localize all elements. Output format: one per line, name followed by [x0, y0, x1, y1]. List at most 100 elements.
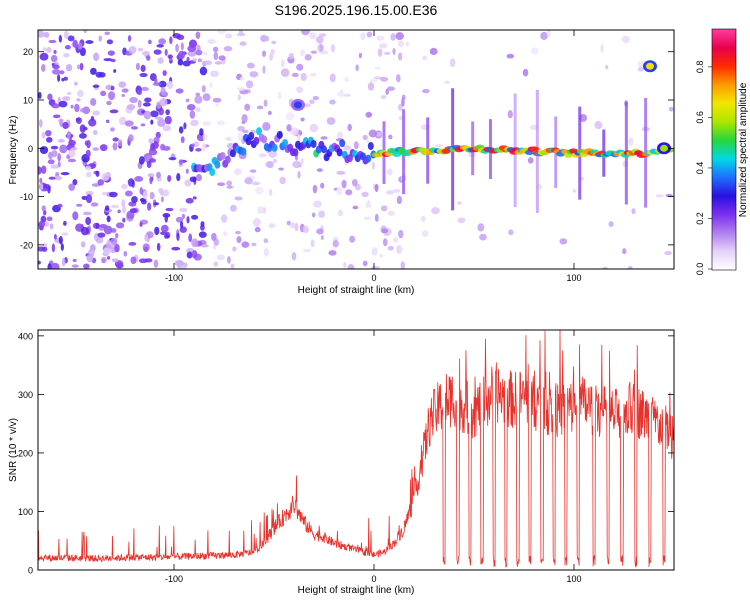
spectrogram-cell	[289, 222, 297, 229]
spectrogram-cell	[175, 43, 179, 53]
spectrogram-cell	[67, 158, 77, 163]
spectrogram-cell	[148, 39, 152, 45]
spectrogram-cell	[304, 53, 312, 61]
spectrogram-cell	[296, 63, 304, 71]
spectrogram-cell	[85, 194, 93, 204]
spectrogram-cell	[668, 106, 674, 112]
spectrogram-cell	[164, 115, 172, 125]
spectrogram-cell	[168, 157, 177, 161]
spectrogram-cell	[86, 253, 94, 263]
spectrogram-cell	[186, 251, 193, 259]
spectrogram-cell	[88, 118, 97, 127]
spectrogram-cell	[175, 88, 184, 94]
spectrogram-cell	[226, 185, 234, 189]
spectrogram-cell	[83, 263, 90, 269]
spectrogram-cell	[92, 130, 98, 135]
spectrogram-cell	[62, 96, 71, 101]
spectrogram-cell	[163, 234, 170, 239]
spectrogram-cell	[147, 202, 152, 211]
spectrogram-cell	[95, 222, 100, 230]
spectrogram-cell	[83, 30, 87, 34]
spectrogram-cell	[177, 59, 184, 66]
spectrogram-cell	[622, 248, 627, 255]
snr-x-ticks: -100 0 100	[165, 330, 582, 584]
spectrogram-cell	[144, 97, 152, 103]
spectrogram-cell	[181, 213, 185, 219]
spectrogram-x-label: Height of straight line (km)	[298, 285, 415, 296]
spectrogram-cell	[147, 173, 155, 178]
spectrogram-cell	[341, 179, 347, 189]
spectrogram-cell	[140, 123, 146, 127]
spectrogram-cell	[70, 104, 74, 109]
snr-series-line	[38, 330, 674, 569]
spectrogram-cell	[377, 48, 383, 57]
colorbar-tick-label: 0.6	[695, 111, 705, 124]
spectrogram-cell	[177, 50, 186, 60]
spectrogram-cell	[268, 150, 278, 158]
spectrogram-cell	[67, 35, 75, 42]
spectrogram-cell	[286, 124, 292, 132]
spectrogram-cell	[263, 247, 269, 257]
spectrogram-cell	[435, 144, 444, 148]
spectrogram-cell	[405, 41, 409, 47]
spectrogram-cell	[297, 133, 301, 142]
spectrogram-cell	[368, 129, 378, 138]
spectrogram-cell	[107, 50, 115, 56]
spectrogram-cell	[102, 191, 108, 196]
spectrogram-cell	[146, 160, 152, 169]
spectrogram-cell	[129, 208, 138, 214]
spectrogram-cell	[46, 216, 53, 222]
spectrogram-cell	[309, 72, 317, 77]
spectrogram-cell	[237, 132, 243, 141]
spectrogram-x-tick-label: 0	[371, 273, 376, 283]
spectrogram-cell	[371, 247, 378, 256]
spectrogram-cell	[225, 33, 233, 39]
spectrogram-cell	[238, 30, 243, 35]
spectrogram-cell	[153, 202, 159, 206]
spectrogram-cell	[214, 61, 223, 65]
spectrogram-cell	[135, 62, 140, 71]
spectrogram-cell	[309, 123, 319, 133]
spectrogram-cell	[383, 51, 391, 55]
spectrogram-cell	[207, 39, 216, 44]
spectrogram-cell	[140, 86, 149, 92]
spectrogram-cell	[369, 79, 378, 83]
spectrogram-cell	[130, 256, 137, 265]
spectrogram-cell	[387, 246, 394, 251]
spectrogram-cell	[75, 203, 83, 207]
spectrogram-cell	[278, 91, 282, 100]
spectrogram-cell	[106, 39, 114, 45]
spectrogram-cell	[271, 40, 277, 45]
spectrogram-cell	[65, 64, 73, 72]
spectrogram-cell	[149, 191, 155, 200]
spectrogram-cell	[203, 51, 208, 56]
spectrogram-cell	[90, 98, 97, 106]
spectrogram-cell	[364, 216, 372, 220]
spectrogram-cell	[134, 175, 144, 182]
spectrogram-cell	[366, 139, 370, 144]
spectrogram-cell	[82, 106, 91, 115]
spectrogram-cell	[241, 241, 250, 248]
spectrogram-cell	[110, 127, 115, 132]
spectrogram-cell	[320, 182, 325, 189]
spectrogram-cell	[268, 223, 276, 229]
spectrogram-cell	[387, 210, 395, 216]
spectrogram-cell	[57, 74, 61, 82]
spectrogram-cell	[203, 60, 213, 66]
spectrogram-cell	[39, 52, 49, 61]
spectrogram-cell	[77, 64, 81, 70]
spectrogram-cell	[195, 49, 203, 56]
spectrogram-cell	[386, 86, 395, 91]
spectrogram-cell	[292, 148, 299, 157]
spectrogram-cell	[380, 205, 388, 212]
spectrogram-cell	[347, 123, 352, 132]
spectrogram-cell	[100, 90, 107, 97]
spectrogram-cell	[401, 94, 406, 101]
spectrogram-cell	[97, 232, 106, 238]
spectrogram-cell	[336, 92, 341, 96]
spectrogram-cell	[257, 206, 264, 215]
spectrogram-cell	[76, 98, 81, 102]
spectrogram-cell	[385, 190, 395, 195]
spectrogram-cell	[239, 77, 246, 81]
spectrogram-cell	[128, 46, 137, 54]
